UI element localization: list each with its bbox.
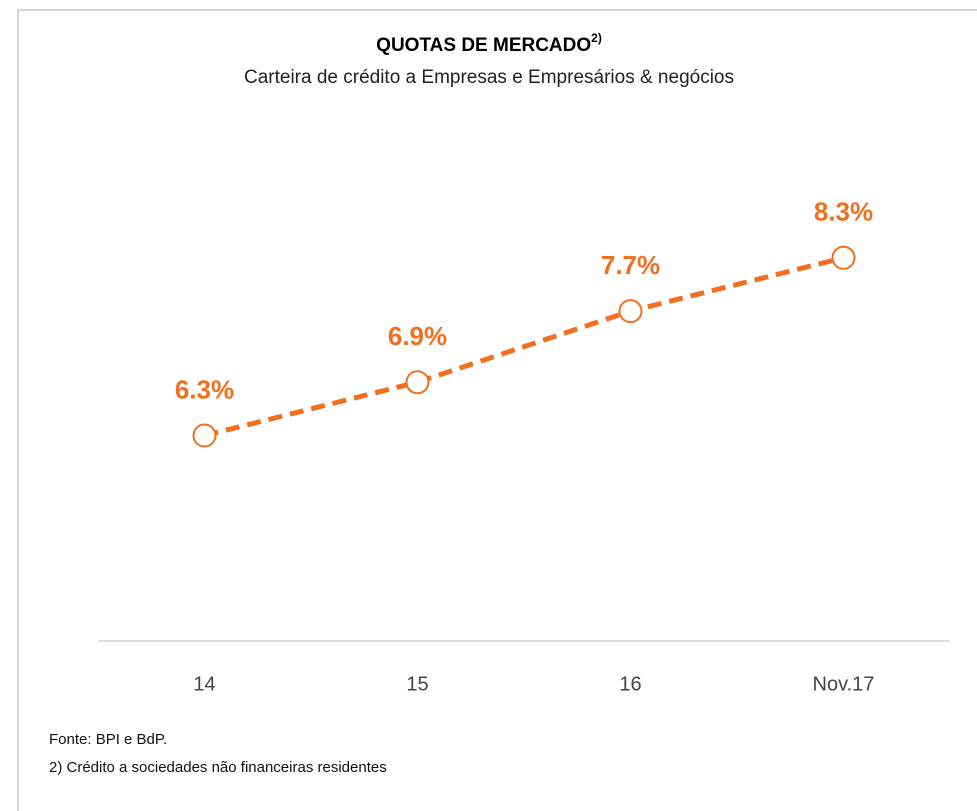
x-tick-label: 14 [193,673,215,695]
data-label: 7.7% [601,250,660,280]
data-label: 6.3% [175,374,234,404]
note: 2) Crédito a sociedades não financeiras … [49,759,387,776]
line [203,255,845,438]
marker [405,370,430,395]
marker [618,299,643,324]
marker [831,245,856,270]
chart-title: QUOTAS DE MERCADO2) [376,31,602,56]
marker [192,423,217,448]
x-tick-label: 15 [406,673,428,695]
chart-subtitle: Carteira de crédito a Empresas e Empresá… [244,67,734,88]
note: Fonte: BPI e BdP. [49,731,167,748]
data-label: 8.3% [814,197,873,227]
data-label: 6.9% [388,321,447,351]
x-tick-label: 16 [619,673,641,695]
frame [17,9,977,811]
title-text: QUOTAS DE MERCADO [376,35,591,56]
title-note: 2) [591,31,602,45]
x-tick-label: Nov.17 [813,673,875,695]
